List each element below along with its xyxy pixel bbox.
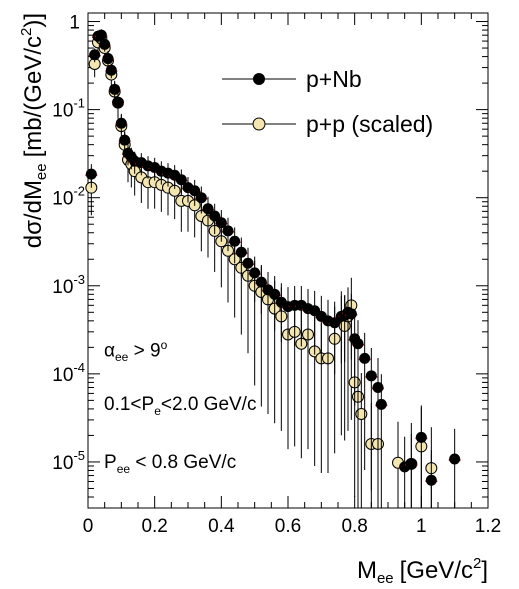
annotation-pe-post: <2.0 GeV/c xyxy=(160,394,257,415)
data-point-pnb xyxy=(189,185,201,197)
legend-marker-pp xyxy=(252,117,266,131)
data-point-pnb xyxy=(352,338,364,350)
data-point-pnb xyxy=(102,53,114,65)
x-tick-label: 0 xyxy=(83,516,94,537)
data-point-pnb xyxy=(105,64,117,76)
legend-marker-pnb xyxy=(253,73,265,85)
data-point-pnb xyxy=(269,288,281,300)
y-tick-label-base: 10 xyxy=(52,365,73,386)
y-axis-title-sup: 2 xyxy=(18,28,35,36)
annotation-pee-sub: ee xyxy=(116,461,131,476)
x-axis-title-end: ] xyxy=(481,557,488,584)
data-point-pnb xyxy=(365,370,377,382)
data-point-pnb xyxy=(119,134,131,146)
x-axis-title-unit: [GeV/c xyxy=(400,557,473,584)
data-series xyxy=(85,29,461,508)
y-tick-label: 10-1 xyxy=(52,96,85,122)
y-tick-label: 10-2 xyxy=(52,184,85,210)
y-tick-label-exp: -4 xyxy=(73,360,85,375)
data-point-pnb xyxy=(209,210,221,222)
x-tick-label: 0.6 xyxy=(275,516,301,537)
y-tick-label-exp: -1 xyxy=(73,96,85,111)
data-point-pnb xyxy=(249,267,261,279)
y-axis-title-unit: [mb/(GeV/c xyxy=(20,36,47,157)
data-point-pnb xyxy=(99,38,111,50)
data-point-pnb xyxy=(195,192,207,204)
annotation-pee-post: < 0.8 GeV/c xyxy=(130,452,237,473)
annotation-alpha-main: α xyxy=(104,340,115,362)
y-tick-label-exp: -5 xyxy=(73,448,85,463)
annotation-alpha-sup: o xyxy=(160,338,168,352)
y-tick-label: 10-3 xyxy=(52,272,85,298)
y-tick-label-base: 10 xyxy=(52,453,73,474)
data-point-pnb xyxy=(115,117,127,129)
data-point-pnb xyxy=(85,168,97,180)
x-tick-label: 0.8 xyxy=(341,516,367,537)
legend-label-pp: p+p (scaled) xyxy=(306,111,433,137)
series-pnb xyxy=(85,29,461,508)
data-point-pnb xyxy=(425,474,437,486)
annotation-alpha-rel: > 9 xyxy=(128,340,161,362)
data-point-pnb xyxy=(202,203,214,215)
y-tick-label: 10-5 xyxy=(52,448,85,474)
y-axis-ticks: 10-510-410-310-210-11 xyxy=(52,13,488,509)
data-point-pp xyxy=(355,408,368,421)
x-tick-label: 1.2 xyxy=(475,516,501,537)
data-point-pnb xyxy=(405,458,417,470)
legend-label-pnb: p+Nb xyxy=(306,66,362,92)
x-axis-ticks: 0 0.2 0.4 0.6 0.8 1 1.2 xyxy=(83,13,501,537)
annotation-pee: Pee < 0.8 GeV/c xyxy=(104,452,236,476)
data-point-pnb xyxy=(255,276,267,288)
x-axis-title-main: M xyxy=(357,557,377,584)
annotation-alpha: αee > 9o xyxy=(104,338,167,364)
data-point-pnb xyxy=(229,235,241,247)
data-point-pnb xyxy=(112,97,124,109)
data-point-pnb xyxy=(242,257,254,269)
data-point-pnb xyxy=(449,453,461,465)
y-tick-label-exp: -3 xyxy=(73,272,85,287)
annotation-pee-pre: P xyxy=(104,452,117,473)
data-point-pnb xyxy=(89,49,101,61)
x-axis-title-sub: ee xyxy=(377,570,394,587)
y-axis-title-main: dσ/dM xyxy=(20,180,47,248)
data-point-pnb xyxy=(109,83,121,95)
y-tick-label-exp: -2 xyxy=(73,184,85,199)
data-point-pnb xyxy=(235,246,247,258)
annotation-pe-sub: e xyxy=(154,403,161,418)
data-point-pnb xyxy=(345,308,357,320)
x-tick-label: 0.2 xyxy=(141,516,167,537)
x-axis-title: Mee [GeV/c2] xyxy=(357,555,488,587)
data-point-pnb xyxy=(415,431,427,443)
y-axis-title-sub: ee xyxy=(33,163,50,180)
annotation-pe-pre: 0.1<P xyxy=(104,394,155,415)
x-axis-title-sup: 2 xyxy=(473,555,481,572)
x-tick-label: 0.4 xyxy=(208,516,235,537)
annotation-pe: 0.1<Pe<2.0 GeV/c xyxy=(104,394,256,418)
legend: p+Nb p+p (scaled) xyxy=(222,66,433,137)
y-tick-label-base: 10 xyxy=(52,101,73,122)
data-point-pnb xyxy=(95,29,107,41)
y-tick-label-base: 10 xyxy=(52,189,73,210)
y-tick-label: 1 xyxy=(69,13,80,34)
data-point-pnb xyxy=(359,352,371,364)
data-point-pnb xyxy=(222,225,234,237)
data-point-pnb xyxy=(372,382,384,394)
y-axis-title-end: )] xyxy=(20,13,47,28)
data-point-pnb xyxy=(175,174,187,186)
data-point-pnb xyxy=(375,398,387,410)
y-axis-title: dσ/dMee [mb/(GeV/c2)] xyxy=(18,13,50,248)
y-tick-label-base: 10 xyxy=(52,277,73,298)
data-point-pnb xyxy=(215,217,227,229)
x-tick-label: 1 xyxy=(416,516,427,537)
y-tick-label-base: 1 xyxy=(69,13,80,34)
annotation-alpha-sub: ee xyxy=(114,350,129,365)
y-tick-label: 10-4 xyxy=(52,360,85,386)
